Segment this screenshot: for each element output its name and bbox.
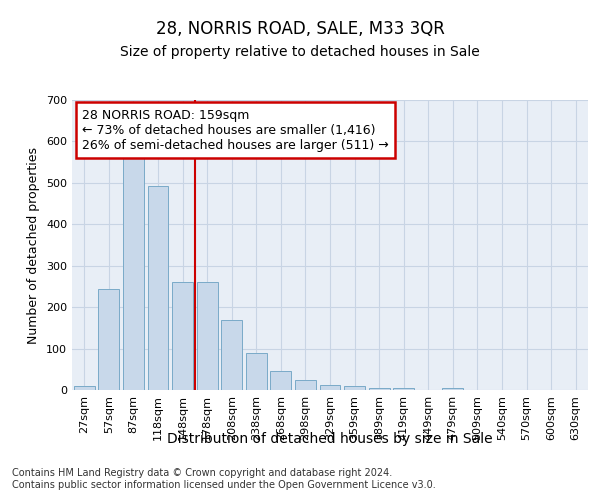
Text: 28, NORRIS ROAD, SALE, M33 3QR: 28, NORRIS ROAD, SALE, M33 3QR bbox=[155, 20, 445, 38]
Text: 28 NORRIS ROAD: 159sqm
← 73% of detached houses are smaller (1,416)
26% of semi-: 28 NORRIS ROAD: 159sqm ← 73% of detached… bbox=[82, 108, 389, 152]
Bar bbox=[123, 154, 144, 390]
Bar bbox=[393, 388, 414, 390]
Bar bbox=[98, 288, 119, 390]
Bar bbox=[344, 386, 365, 390]
Bar bbox=[74, 386, 95, 390]
Text: Contains HM Land Registry data © Crown copyright and database right 2024.
Contai: Contains HM Land Registry data © Crown c… bbox=[12, 468, 436, 490]
Bar bbox=[148, 186, 169, 390]
Text: Size of property relative to detached houses in Sale: Size of property relative to detached ho… bbox=[120, 45, 480, 59]
Bar bbox=[246, 352, 267, 390]
Bar bbox=[271, 370, 292, 390]
Bar bbox=[368, 388, 389, 390]
Bar bbox=[221, 320, 242, 390]
Bar bbox=[320, 385, 340, 390]
Y-axis label: Number of detached properties: Number of detached properties bbox=[28, 146, 40, 344]
Bar bbox=[172, 282, 193, 390]
Text: Distribution of detached houses by size in Sale: Distribution of detached houses by size … bbox=[167, 432, 493, 446]
Bar bbox=[295, 380, 316, 390]
Bar bbox=[197, 282, 218, 390]
Bar bbox=[442, 388, 463, 390]
